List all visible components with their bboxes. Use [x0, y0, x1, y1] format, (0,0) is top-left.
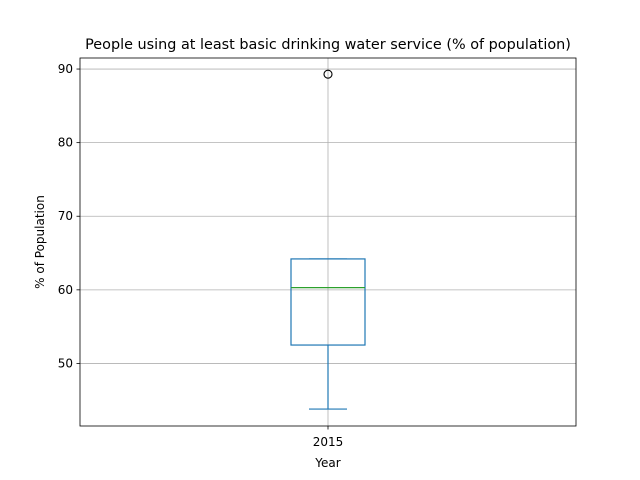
grid-layer: [80, 58, 576, 426]
y-tick-label: 90: [58, 62, 73, 76]
y-tick-label: 50: [58, 356, 73, 370]
y-axis-label: % of Population: [33, 195, 47, 289]
x-tick-label: 2015: [313, 435, 344, 449]
box-group: [290, 69, 366, 410]
ticks-layer: 50 60 70 80 90 2015: [58, 62, 344, 449]
y-tick-label: 80: [58, 136, 73, 150]
iqr-box: [290, 258, 366, 346]
chart-title: People using at least basic drinking wat…: [85, 37, 571, 53]
y-tick-label: 60: [58, 283, 73, 297]
boxes-layer: [290, 69, 366, 410]
plot-frame: [79, 57, 577, 427]
x-axis-label: Year: [314, 456, 340, 470]
y-tick-label: 70: [58, 209, 73, 223]
outlier-point: [323, 69, 333, 79]
